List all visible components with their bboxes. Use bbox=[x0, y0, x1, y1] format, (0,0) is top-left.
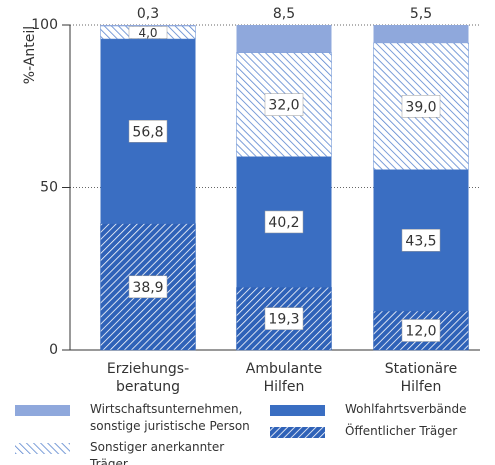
data-label: 5,5 bbox=[410, 6, 432, 22]
label-box bbox=[128, 120, 168, 143]
legend-swatch bbox=[270, 427, 325, 438]
data-label: 12,0 bbox=[405, 324, 436, 340]
label-box bbox=[401, 229, 441, 252]
label-box bbox=[128, 275, 168, 299]
legend-label: Sonstiger anerkannter Träger bbox=[90, 440, 225, 465]
label-box bbox=[264, 93, 304, 116]
data-label: 56,8 bbox=[132, 124, 163, 140]
data-label: 39,0 bbox=[405, 99, 436, 115]
legend-label: Wirtschaftsunternehmen, sonstige juristi… bbox=[90, 402, 250, 433]
legend-swatch bbox=[270, 405, 325, 416]
bar-segment bbox=[373, 25, 469, 43]
y-axis-label: %-Anteil bbox=[22, 26, 38, 84]
data-label: 8,5 bbox=[273, 6, 295, 22]
data-label: 4,0 bbox=[138, 26, 157, 40]
y-tick-label: 50 bbox=[40, 180, 58, 196]
label-box bbox=[264, 210, 304, 234]
bar-segment bbox=[100, 25, 196, 26]
label-box bbox=[128, 26, 168, 39]
data-label: 40,2 bbox=[268, 215, 299, 231]
legend-label: Wohlfahrtsverbände bbox=[345, 402, 467, 416]
x-tick-label: Ambulante Hilfen bbox=[245, 361, 323, 395]
label-box bbox=[264, 307, 304, 330]
legend-swatch bbox=[15, 443, 70, 454]
data-label: 43,5 bbox=[405, 233, 436, 249]
legend-label: Öffentlicher Träger bbox=[345, 424, 458, 438]
y-tick-label: 0 bbox=[49, 342, 58, 358]
x-tick-label: Erziehungs- beratung bbox=[106, 361, 190, 395]
label-box bbox=[401, 319, 441, 342]
y-tick-label: 100 bbox=[31, 17, 58, 33]
label-box bbox=[401, 95, 441, 118]
data-label: 19,3 bbox=[268, 312, 299, 328]
x-tick-label: Stationäre Hilfen bbox=[384, 361, 458, 395]
data-label: 0,3 bbox=[137, 6, 159, 22]
data-label: 32,0 bbox=[268, 98, 299, 114]
data-label: 38,9 bbox=[132, 280, 163, 296]
bar-segment bbox=[236, 25, 332, 53]
legend-swatch bbox=[15, 405, 70, 416]
